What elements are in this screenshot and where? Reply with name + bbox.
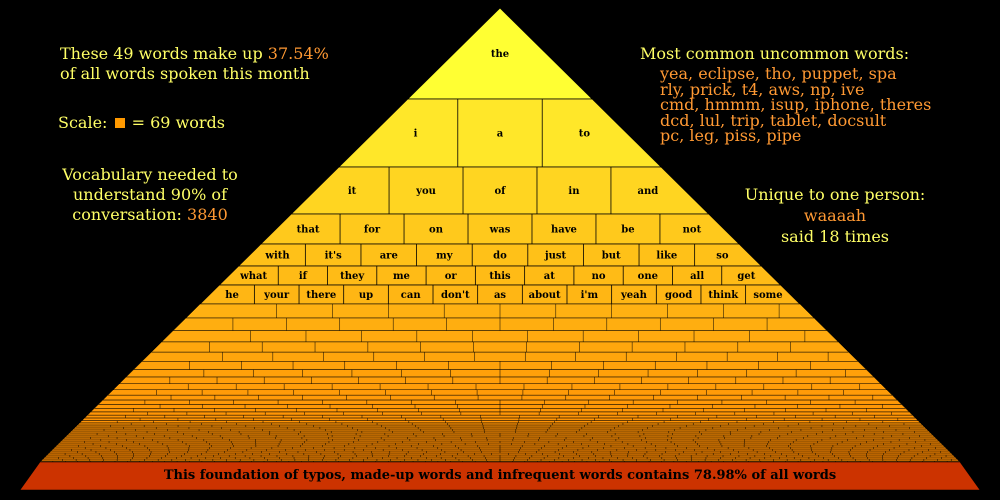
brick-row (56, 442, 944, 446)
word-brick: yeah (620, 290, 648, 301)
word-brick: a (497, 129, 504, 140)
word-brick: of (495, 186, 507, 197)
brick-row (70, 428, 930, 432)
unique-title: Unique to one person: (744, 185, 926, 204)
word-brick: no (592, 271, 606, 282)
brick-row (46, 452, 954, 456)
word-brick: with (264, 251, 290, 262)
uncommon-line: dcd, lul, trip, tablet, docsult (660, 110, 887, 130)
word-brick: all (690, 271, 704, 282)
word-brick: on (429, 225, 444, 236)
brick-row (74, 424, 926, 428)
coverage-percent: 37.54% (267, 44, 329, 63)
word-brick: me (393, 271, 410, 282)
word-brick: think (708, 290, 739, 301)
foundation-band (19, 461, 981, 491)
word-brick: but (602, 251, 621, 262)
word-brick: just (544, 251, 567, 262)
word-brick: my (436, 251, 454, 262)
uncommon-line: rly, prick, t4, aws, np, ive (660, 79, 865, 99)
word-brick: as (494, 290, 506, 301)
word-brick: have (551, 225, 577, 236)
word-brick: do (493, 251, 507, 262)
coverage-label-2: of all words spoken this month (60, 64, 310, 83)
word-brick: one (638, 271, 658, 282)
brick-row (76, 422, 924, 426)
brick-row (62, 436, 938, 440)
uncommon-line: cmd, hmmm, isup, iphone, theres (660, 95, 932, 114)
uncommon-line: pc, leg, piss, pipe (660, 126, 802, 145)
word-brick: for (364, 225, 381, 236)
vocab-count: 3840 (187, 205, 228, 224)
word-brick: up (359, 290, 373, 301)
unique-count: said 18 times (780, 227, 890, 246)
word-brick: be (621, 225, 634, 236)
brick-row (141, 351, 859, 362)
word-brick: if (299, 271, 308, 282)
uncommon-words-note: Most common uncommon words: yea, eclipse… (640, 44, 931, 144)
word-brick: are (380, 251, 398, 262)
vocab-line-2: understand 90% of (73, 185, 227, 204)
word-brick: and (638, 186, 659, 197)
uncommon-list: yea, eclipse, tho, puppet, spa rly, pric… (640, 66, 931, 144)
vocab-line-3: conversation: (72, 205, 182, 224)
word-brick: the (491, 49, 509, 60)
brick-row (68, 430, 932, 434)
word-brick: some (753, 290, 782, 301)
word-brick: they (340, 271, 365, 282)
unique-word: waaaah (803, 206, 867, 225)
brick-row (112, 383, 888, 391)
coverage-label: These 49 words make up (60, 44, 263, 63)
word-brick: what (239, 271, 267, 282)
brick-row (60, 438, 940, 442)
word-brick: that (297, 225, 320, 236)
word-brick: he (225, 290, 239, 301)
word-brick: not (683, 225, 702, 236)
brick-row (72, 426, 928, 430)
word-brick: like (656, 251, 677, 262)
word-brick: don't (441, 290, 470, 301)
scale-label: Scale: (58, 113, 108, 132)
word-brick: get (737, 271, 755, 282)
coverage-note: These 49 words make up 37.54% of all wor… (60, 44, 329, 84)
uncommon-line: yea, eclipse, tho, puppet, spa (660, 64, 897, 83)
word-brick: it's (325, 251, 342, 262)
word-brick: good (665, 290, 692, 301)
vocabulary-note: Vocabulary needed to understand 90% of c… (40, 165, 260, 225)
brick-row (161, 330, 839, 343)
word-brick: you (415, 186, 436, 197)
scale-value: = 69 words (131, 113, 225, 132)
uncommon-title: Most common uncommon words: (640, 44, 910, 63)
word-brick: it (348, 186, 357, 197)
word-brick: this (489, 271, 511, 282)
word-brick: i'm (581, 290, 599, 301)
word-brick: can (401, 290, 422, 301)
brick-row (83, 414, 917, 419)
brick-row (102, 394, 898, 401)
brick-row (107, 389, 893, 396)
word-brick: to (579, 129, 591, 140)
word-brick: about (529, 290, 561, 301)
vocab-line-1: Vocabulary needed to (62, 165, 238, 184)
foundation-caption: This foundation of typos, made-up words … (164, 468, 836, 483)
word-brick: was (489, 225, 511, 236)
brick-row (150, 341, 850, 353)
word-brick: at (544, 271, 555, 282)
brick-row (78, 420, 922, 424)
brick-square-icon (114, 117, 125, 128)
word-brick: i (414, 129, 418, 140)
word-brick: or (445, 271, 458, 282)
scale-legend: Scale: = 69 words (58, 113, 225, 133)
word-brick: so (716, 251, 729, 262)
brick-row (81, 417, 919, 421)
word-brick: your (263, 290, 290, 301)
unique-word-note: Unique to one person: waaaah said 18 tim… (720, 184, 950, 247)
word-brick: there (306, 290, 336, 301)
word-brick: in (568, 186, 580, 197)
pyramid-foundation: This foundation of typos, made-up words … (19, 461, 981, 491)
